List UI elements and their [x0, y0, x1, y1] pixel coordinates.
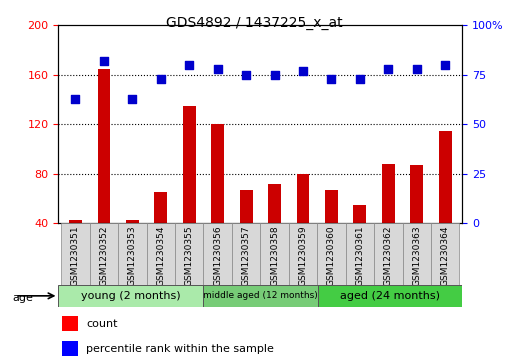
Point	[242, 72, 250, 78]
Bar	[69, 220, 82, 223]
Bar	[325, 190, 338, 223]
Bar	[62, 316, 78, 331]
Text: GSM1230362: GSM1230362	[384, 225, 393, 286]
Text: GDS4892 / 1437225_x_at: GDS4892 / 1437225_x_at	[166, 16, 342, 30]
Text: GSM1230354: GSM1230354	[156, 225, 165, 286]
Bar	[175, 223, 204, 285]
Text: GSM1230358: GSM1230358	[270, 225, 279, 286]
Text: percentile rank within the sample: percentile rank within the sample	[86, 344, 274, 354]
Point	[157, 76, 165, 82]
Text: middle aged (12 months): middle aged (12 months)	[203, 291, 318, 300]
Bar	[98, 69, 110, 223]
Bar	[317, 223, 345, 285]
Point	[100, 58, 108, 64]
Point	[185, 62, 194, 68]
Text: GSM1230355: GSM1230355	[185, 225, 194, 286]
Bar	[268, 184, 281, 223]
Bar	[203, 285, 318, 307]
Bar	[90, 223, 118, 285]
Text: GSM1230361: GSM1230361	[356, 225, 364, 286]
Text: GSM1230351: GSM1230351	[71, 225, 80, 286]
Point	[441, 62, 449, 68]
Point	[299, 68, 307, 74]
Bar	[289, 223, 317, 285]
Bar	[431, 223, 459, 285]
Text: GSM1230356: GSM1230356	[213, 225, 222, 286]
Point	[214, 66, 222, 72]
Bar	[183, 106, 196, 223]
Bar	[147, 223, 175, 285]
Text: GSM1230357: GSM1230357	[242, 225, 250, 286]
Point	[412, 66, 421, 72]
Bar	[318, 285, 462, 307]
Point	[129, 96, 137, 102]
Bar	[382, 164, 395, 223]
Bar	[402, 223, 431, 285]
Point	[270, 72, 278, 78]
Bar	[439, 131, 452, 223]
Text: count: count	[86, 319, 117, 329]
Point	[327, 76, 335, 82]
Bar	[204, 223, 232, 285]
Bar	[61, 223, 90, 285]
Bar	[240, 190, 252, 223]
Point	[72, 96, 80, 102]
Bar	[126, 220, 139, 223]
Text: aged (24 months): aged (24 months)	[340, 291, 440, 301]
Bar	[211, 124, 224, 223]
Bar	[345, 223, 374, 285]
Bar	[261, 223, 289, 285]
Bar	[232, 223, 261, 285]
Bar	[58, 285, 203, 307]
Text: young (2 months): young (2 months)	[81, 291, 180, 301]
Text: GSM1230364: GSM1230364	[441, 225, 450, 286]
Bar	[154, 192, 167, 223]
Text: GSM1230363: GSM1230363	[412, 225, 421, 286]
Bar	[374, 223, 402, 285]
Point	[384, 66, 392, 72]
Text: GSM1230359: GSM1230359	[299, 225, 307, 286]
Bar	[410, 165, 423, 223]
Bar	[118, 223, 147, 285]
Text: GSM1230360: GSM1230360	[327, 225, 336, 286]
Text: age: age	[13, 293, 34, 303]
Bar	[297, 174, 309, 223]
Bar	[354, 205, 366, 223]
Text: GSM1230353: GSM1230353	[128, 225, 137, 286]
Point	[356, 76, 364, 82]
Text: GSM1230352: GSM1230352	[100, 225, 108, 286]
Bar	[62, 341, 78, 356]
